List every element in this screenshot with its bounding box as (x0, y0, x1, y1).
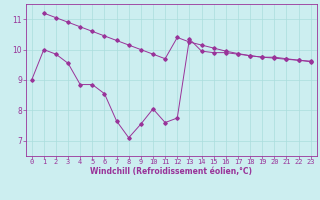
X-axis label: Windchill (Refroidissement éolien,°C): Windchill (Refroidissement éolien,°C) (90, 167, 252, 176)
